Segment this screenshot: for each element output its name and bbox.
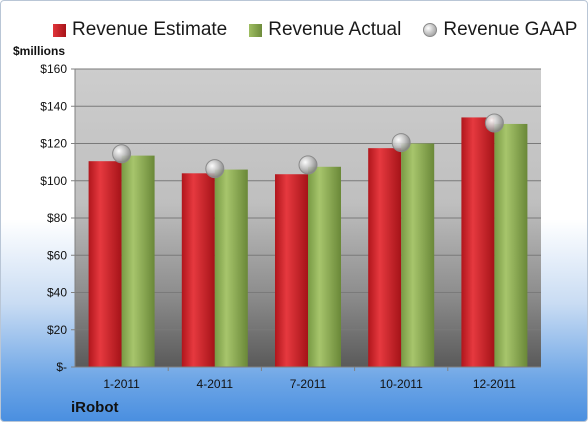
- marker-revenue-gaap-10-2011: [391, 133, 411, 153]
- legend-item-revenue-actual: Revenue Actual: [249, 19, 401, 41]
- legend-label-revenue-actual: Revenue Actual: [268, 19, 402, 40]
- bar-revenue-actual-1-2011: [121, 155, 155, 367]
- marker-revenue-gaap-12-2011: [484, 113, 504, 133]
- legend-label-revenue-estimate: Revenue Estimate: [72, 19, 228, 40]
- legend-swatch-revenue-estimate: [53, 23, 66, 37]
- bar-revenue-estimate-7-2011: [275, 174, 308, 367]
- bar-revenue-estimate-10-2011: [368, 148, 402, 367]
- x-tick-label-4-2011: 4-2011: [197, 377, 234, 391]
- y-tick-label: $100: [40, 174, 67, 188]
- bar-revenue-estimate-12-2011: [461, 117, 495, 367]
- legend-label-revenue-gaap: Revenue GAAP: [443, 19, 578, 40]
- x-tick-label-10-2011: 10-2011: [380, 377, 423, 391]
- bar-revenue-actual-12-2011: [494, 123, 528, 367]
- legend-swatch-revenue-actual: [249, 23, 263, 37]
- legend-item-revenue-gaap: Revenue GAAP: [423, 19, 577, 41]
- x-tick-label-12-2011: 12-2011: [473, 377, 516, 391]
- y-tick-label: $140: [40, 99, 67, 113]
- bar-revenue-estimate-1-2011: [88, 161, 122, 367]
- y-tick-label: $-: [56, 360, 67, 374]
- legend-marker-revenue-gaap: [423, 23, 438, 37]
- y-tick-label: $160: [40, 62, 67, 76]
- marker-revenue-gaap-4-2011: [205, 159, 225, 179]
- y-axis-ticks: $- $20 $40 $60 $80 $100 $120 $140 $160: [40, 62, 75, 374]
- y-tick-label: $120: [40, 137, 67, 151]
- y-tick-label: $80: [47, 211, 67, 225]
- x-tick-label-7-2011: 7-2011: [290, 377, 327, 391]
- company-label: iRobot: [71, 399, 119, 416]
- y-tick-label: $20: [47, 323, 67, 337]
- bar-revenue-actual-7-2011: [308, 166, 341, 367]
- bar-revenue-actual-4-2011: [214, 169, 248, 367]
- y-tick-label: $40: [47, 286, 67, 300]
- marker-revenue-gaap-1-2011: [112, 144, 132, 164]
- x-axis-ticks: 1-2011 4-2011 7-2011 10-2011 12-2011: [103, 367, 516, 391]
- marker-revenue-gaap-7-2011: [298, 155, 318, 175]
- gaap-markers: [112, 113, 504, 179]
- y-axis-unit-label: $millions: [13, 44, 66, 58]
- bars: [88, 117, 528, 367]
- y-tick-label: $60: [47, 248, 67, 262]
- bar-revenue-estimate-4-2011: [181, 173, 215, 367]
- x-tick-label-1-2011: 1-2011: [103, 377, 140, 391]
- bar-revenue-actual-10-2011: [401, 143, 435, 367]
- legend-item-revenue-estimate: Revenue Estimate: [53, 19, 227, 41]
- legend: Revenue Estimate Revenue Actual Revenue …: [53, 17, 577, 43]
